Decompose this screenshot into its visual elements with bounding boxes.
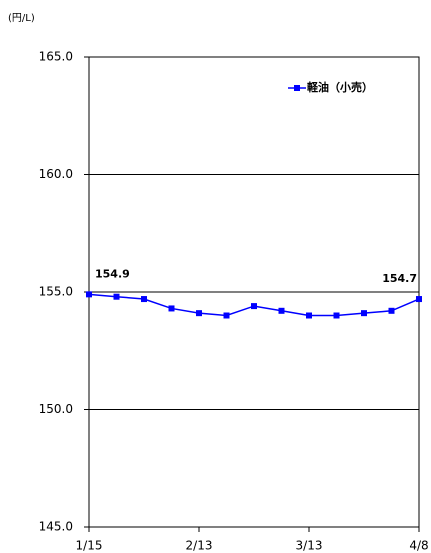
legend-marker: [294, 85, 300, 91]
point: [113, 293, 120, 300]
data-label: 154.9: [95, 267, 130, 280]
y-tick-label: 150.0: [39, 402, 73, 416]
point: [251, 303, 257, 310]
legend-label: 軽油（小売）: [307, 80, 373, 94]
point: [306, 312, 312, 319]
point: [168, 305, 175, 312]
x-tick-label: 1/15: [76, 539, 103, 553]
y-tick-label: 160.0: [39, 167, 73, 181]
point: [141, 296, 147, 303]
y-tick-label: 145.0: [39, 520, 73, 534]
point: [416, 296, 422, 303]
x-tick-label: 4/8: [409, 539, 428, 553]
point: [196, 310, 202, 317]
point: [223, 312, 230, 319]
y-tick-label: 155.0: [39, 285, 73, 299]
point: [388, 307, 395, 314]
y-axis-label: (円/L): [8, 13, 35, 24]
point: [278, 307, 285, 314]
y-tick-label: 165.0: [39, 50, 73, 64]
data-label: 154.7: [382, 272, 417, 285]
point: [361, 310, 367, 317]
x-tick-label: 3/13: [296, 539, 323, 553]
x-tick-label: 2/13: [186, 539, 213, 553]
point: [86, 291, 92, 298]
point: [333, 312, 340, 319]
